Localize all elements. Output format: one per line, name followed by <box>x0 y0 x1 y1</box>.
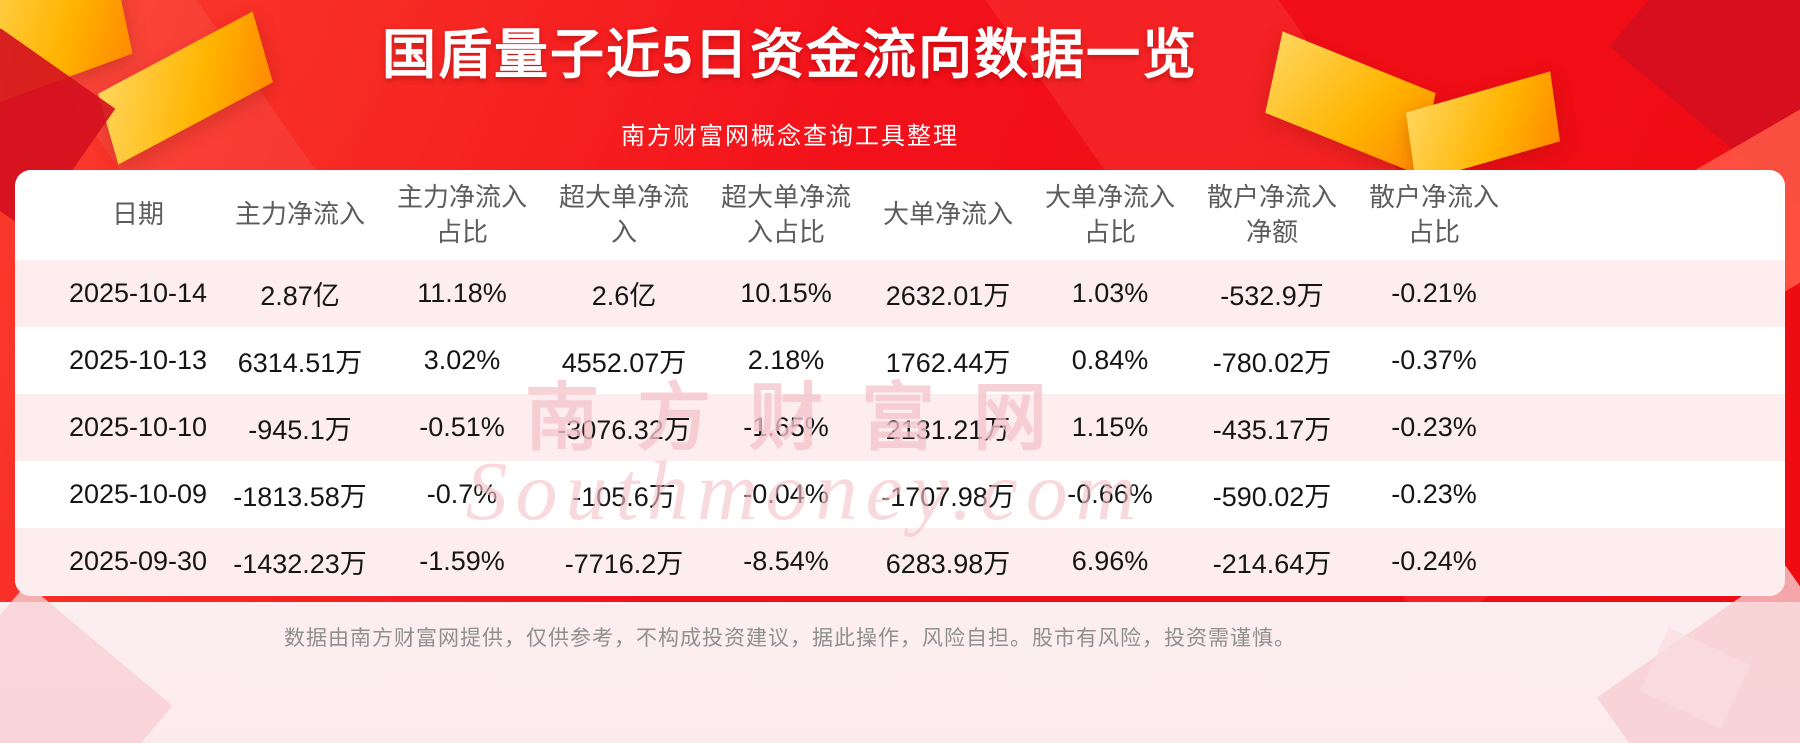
table-row: 2025-10-14 2.87亿 11.18% 2.6亿 10.15% 2632… <box>15 260 1785 327</box>
cell-date: 2025-10-10 <box>68 412 208 442</box>
disclaimer-text: 数据由南方财富网提供，仅供参考，不构成投资建议，据此操作，风险自担。股市有风险，… <box>284 627 1296 650</box>
table-row: 2025-09-30 -1432.23万 -1.59% -7716.2万 -8.… <box>15 528 1785 595</box>
cell-value: 2632.01万 <box>885 281 1011 311</box>
cell-value: -0.23% <box>1391 479 1477 509</box>
cell-value: -0.21% <box>1391 278 1477 308</box>
cell-value: -3076.32万 <box>557 415 691 445</box>
cell-value: -8.54% <box>743 546 829 576</box>
cell-value: -945.1万 <box>248 415 352 445</box>
cell-value: 2.18% <box>747 345 825 375</box>
cell-value: -105.6万 <box>572 482 676 512</box>
banner-text: 国盾量子近5日资金流向数据一览 南方财富网概念查询工具整理 <box>0 0 1580 151</box>
cell-value: 1762.44万 <box>885 348 1011 378</box>
cell-value: 11.18% <box>417 278 507 308</box>
table-row: 2025-10-10 -945.1万 -0.51% -3076.32万 -1.6… <box>15 394 1785 461</box>
cell-value: 2131.21万 <box>885 415 1011 445</box>
cell-date: 2025-10-13 <box>68 345 208 375</box>
column-header-retail-net-inflow-pct: 散户净流入 占比 <box>1368 181 1499 247</box>
cell-value: -7716.2万 <box>564 549 684 579</box>
column-header-large-order-net-inflow: 大单净流入 <box>882 199 1013 230</box>
cell-value: -0.7% <box>426 479 498 509</box>
table-row: 2025-10-13 6314.51万 3.02% 4552.07万 2.18%… <box>15 327 1785 394</box>
cell-value: -1.59% <box>419 546 505 576</box>
cell-value: -0.66% <box>1067 479 1153 509</box>
column-header-main-net-inflow-pct: 主力净流入 占比 <box>396 181 527 247</box>
fund-flow-table: 日期 主力净流入 主力净流入 占比 超大单净流 入 超大单净流 入占比 大单净流… <box>15 170 1785 596</box>
cell-value: -0.24% <box>1391 546 1477 576</box>
cell-value: 4552.07万 <box>561 348 687 378</box>
page-subtitle: 南方财富网概念查询工具整理 <box>621 123 959 151</box>
column-header-main-net-inflow: 主力净流入 <box>234 199 365 230</box>
cell-date: 2025-10-14 <box>68 278 208 308</box>
cell-value: -780.02万 <box>1212 348 1332 378</box>
cell-value: 6283.98万 <box>885 549 1011 579</box>
cell-value: -1813.58万 <box>233 482 367 512</box>
column-header-xl-order-net-inflow: 超大单净流 入 <box>558 181 689 247</box>
cell-value: -0.23% <box>1391 412 1477 442</box>
cell-value: 2.87亿 <box>260 281 340 311</box>
cell-value: -214.64万 <box>1212 549 1332 579</box>
column-header-xl-order-net-inflow-pct: 超大单净流 入占比 <box>720 181 851 247</box>
cell-value: -1.65% <box>743 412 829 442</box>
cell-value: 3.02% <box>423 345 501 375</box>
cell-value: -532.9万 <box>1220 281 1324 311</box>
cell-date: 2025-10-09 <box>68 479 208 509</box>
page-title: 国盾量子近5日资金流向数据一览 <box>381 25 1199 85</box>
table-header-row: 日期 主力净流入 主力净流入 占比 超大单净流 入 超大单净流 入占比 大单净流… <box>15 170 1785 260</box>
column-header-date: 日期 <box>111 199 164 230</box>
cell-value: -1432.23万 <box>233 549 367 579</box>
cell-value: -590.02万 <box>1212 482 1332 512</box>
cell-value: 10.15% <box>740 278 832 308</box>
cell-value: 1.03% <box>1071 278 1149 308</box>
cell-value: -0.37% <box>1391 345 1477 375</box>
cell-value: 0.84% <box>1071 345 1149 375</box>
cell-value: -435.17万 <box>1212 415 1332 445</box>
cell-date: 2025-09-30 <box>68 546 208 576</box>
cell-value: 6.96% <box>1071 546 1149 576</box>
cell-value: -0.51% <box>419 412 505 442</box>
footer: 数据由南方财富网提供，仅供参考，不构成投资建议，据此操作，风险自担。股市有风险，… <box>0 602 1800 743</box>
column-header-large-order-net-inflow-pct: 大单净流入 占比 <box>1044 181 1175 247</box>
cell-value: -1707.98万 <box>881 482 1015 512</box>
column-header-retail-net-inflow: 散户净流入 净额 <box>1206 181 1337 247</box>
cell-value: 2.6亿 <box>591 281 657 311</box>
cell-value: -0.04% <box>743 479 829 509</box>
cell-value: 6314.51万 <box>237 348 363 378</box>
table-row: 2025-10-09 -1813.58万 -0.7% -105.6万 -0.04… <box>15 461 1785 528</box>
cell-value: 1.15% <box>1071 412 1149 442</box>
